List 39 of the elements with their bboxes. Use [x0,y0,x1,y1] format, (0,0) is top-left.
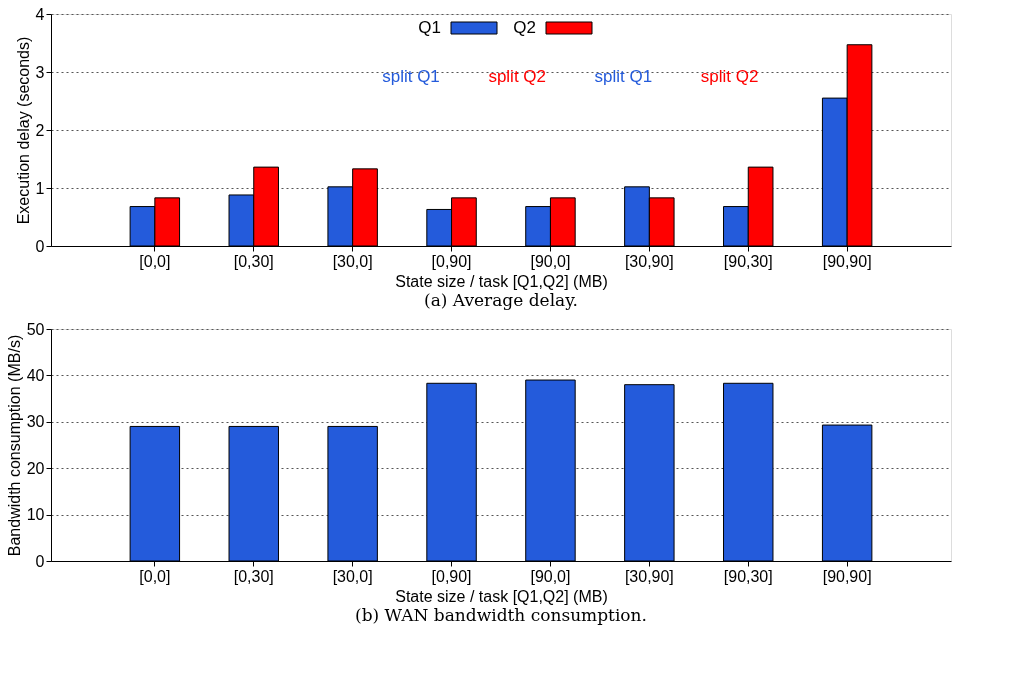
x-tick-label: [0,90] [431,567,472,585]
x-tick-label: [30,0] [332,252,373,270]
y-tick-label: 40 [26,366,45,384]
text: (b) WAN bandwidth consumption. [355,605,647,625]
y-tick-label: 10 [26,506,45,524]
legend-label: Q2 [513,18,536,37]
legend-label: Q1 [418,18,441,37]
x-axis-title: State size / task [Q1,Q2] (MB) [395,272,608,290]
x-tick-label: [90,30] [723,567,773,585]
x-tick-label: [0,0] [139,567,171,585]
annotation: split Q2 [488,66,547,86]
y-axis-title: Execution delay (seconds) [14,36,32,225]
x-tick-label: [0,30] [233,252,274,270]
x-tick-label: [0,90] [431,252,472,270]
x-tick-label: [90,0] [530,252,571,270]
y-tick-label: 2 [35,121,45,139]
annotation: split Q2 [700,66,759,86]
y-tick-label: 0 [35,237,45,255]
y-tick-label: 4 [35,5,45,23]
y-axis-title: Bandwidth consumption (MB/s) [5,334,23,557]
y-tick-label: 3 [35,63,45,81]
x-tick-label: [0,30] [233,567,274,585]
x-tick-label: [30,0] [332,567,373,585]
x-axis-title: State size / task [Q1,Q2] (MB) [395,587,608,605]
x-tick-label: [90,0] [530,567,571,585]
x-tick-label: [90,90] [822,567,872,585]
x-tick-label: [90,30] [723,252,773,270]
x-tick-label: [30,90] [624,252,674,270]
y-tick-label: 0 [35,552,45,570]
annotation: split Q1 [594,66,653,86]
x-tick-label: [30,90] [624,567,674,585]
text: (a) Average delay. [424,290,578,310]
x-tick-label: [90,90] [822,252,872,270]
annotation: split Q1 [382,66,440,86]
x-tick-label: [0,0] [139,252,171,270]
y-tick-label: 1 [35,179,45,197]
y-tick-label: 30 [26,413,45,431]
y-tick-label: 20 [26,459,45,477]
y-tick-label: 50 [26,320,45,338]
